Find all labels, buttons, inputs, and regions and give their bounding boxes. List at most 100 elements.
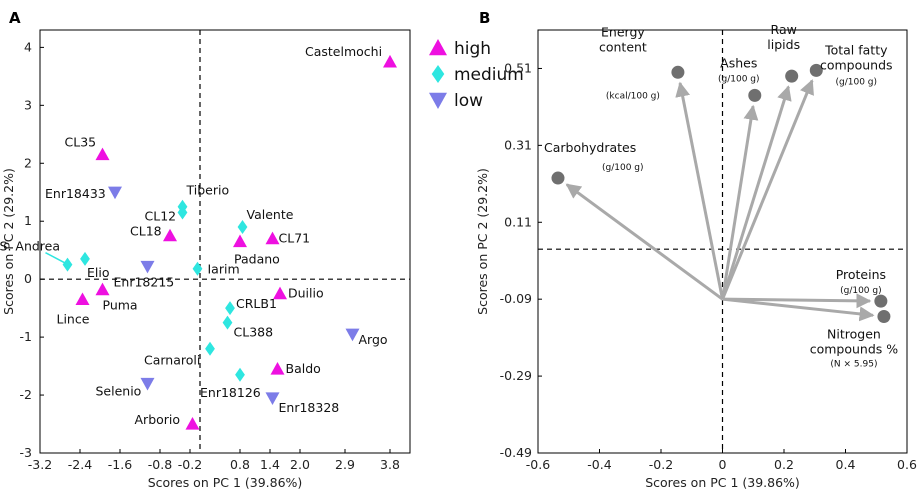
x-tick-label-a: -3.2 [28, 457, 52, 472]
variable-unit-energy-content: (kcal/100 g) [606, 91, 660, 101]
x-tick-label-b: -0.6 [526, 457, 550, 472]
point-label: CL388 [234, 325, 274, 340]
loading-point-proteins [874, 294, 888, 308]
y-axis-label-a: Scores on PC 2 (29.2%) [1, 168, 16, 315]
point-label: CL71 [279, 231, 311, 246]
point-cl388 [222, 315, 233, 330]
point-label: CL18 [130, 224, 162, 239]
point-label: S. Andrea [0, 239, 60, 254]
variable-label-ashes: Ashes [720, 55, 757, 70]
variable-unit-ashes: (g/100 g) [718, 74, 760, 84]
point-argo [345, 328, 360, 342]
point-lince [75, 292, 90, 306]
variable-label-line: Energy [601, 24, 645, 39]
score-points: Castelmochi CL35 Enr18433 Tiberio CL12 Valent… [0, 44, 397, 430]
variable-label-line: lipids [767, 37, 800, 52]
variable-unit-carbohydrates: (g/100 g) [602, 163, 644, 173]
point-label: Arborio [135, 412, 181, 427]
loading-arrow-ashes [721, 104, 759, 300]
y-tick-label-a: -3 [20, 445, 32, 460]
x-tick-label-a: -1.6 [108, 457, 132, 472]
point-selenio [140, 377, 155, 391]
x-tick-label-b: -0.2 [649, 457, 673, 472]
y-tick-label-a: 3 [24, 97, 32, 112]
point-label: Puma [103, 298, 138, 313]
x-tick-label-a: 1.4 [260, 457, 280, 472]
loading-arrow-total-fatty-compounds [721, 79, 814, 300]
point-label: Enr18126 [200, 385, 261, 400]
y-tick-label-a: 0 [24, 271, 32, 286]
x-axis-label-a: Scores on PC 1 (39.86%) [148, 475, 303, 490]
variable-label-energy-content: Energy content [599, 24, 647, 54]
point-label: Castelmochi [305, 44, 382, 59]
point-duilio [273, 286, 287, 300]
legend-label-high: high [454, 39, 491, 59]
legend-marker-low [429, 92, 447, 109]
point-cl71 [265, 231, 280, 245]
variable-label-proteins: Proteins [836, 267, 886, 282]
point-label: Padano [234, 252, 280, 267]
loading-point-total-fatty-compounds [809, 63, 823, 77]
leader-line [45, 252, 65, 264]
point-label: Baldo [286, 361, 321, 376]
plot-frame-a [39, 29, 411, 454]
point-label: CL12 [145, 209, 177, 224]
loading-point-raw-lipids [785, 69, 799, 83]
x-tick-label-a: -0.2 [178, 457, 202, 472]
variable-label-carbohydrates: Carbohydrates [544, 140, 636, 155]
point-enr18433 [108, 186, 122, 200]
x-tick-label-b: 0.2 [774, 457, 794, 472]
loading-arrow-carbohydrates [565, 183, 724, 301]
point-padano [233, 234, 247, 248]
y-tick-label-b: 0.11 [504, 214, 532, 229]
point-cl12 [177, 205, 188, 220]
y-tick-label-a: 1 [24, 213, 32, 228]
point-arborio [185, 417, 200, 430]
loading-arrow-energy-content [675, 81, 724, 300]
x-tick-label-a: 2.0 [290, 457, 310, 472]
variable-label-line: Raw [771, 22, 797, 37]
x-tick-label-b: 0 [719, 457, 727, 472]
legend-label-low: low [454, 91, 483, 111]
point-label: Elio [87, 265, 110, 280]
variable-label-raw-lipids: Raw lipids [767, 22, 800, 52]
point-label: Tiberio [186, 183, 230, 198]
variable-label-line: Nitrogen [827, 326, 881, 341]
variable-unit-nitrogen-compounds-: (N × 5.95) [830, 359, 877, 369]
point-label: Carnaroli [144, 353, 200, 368]
variable-label-total-fatty-compounds: Total fatty compounds [820, 42, 893, 72]
legend-marker-medium [431, 65, 445, 83]
loading-arrow-proteins [722, 293, 872, 309]
point-label: Selenio [96, 383, 142, 398]
point-enr18328 [265, 392, 280, 405]
y-tick-label-b: -0.29 [500, 368, 532, 383]
point-valente [237, 220, 248, 235]
panel-b-loading-plot: -0.6 -0.4 -0.2 0 0.2 0.4 0.6 -0.49 -0.29 -0.09 0.1… [475, 22, 917, 490]
point-cl35 [95, 147, 110, 161]
panel-letter-a: A [9, 9, 21, 27]
loading-point-ashes [748, 88, 762, 102]
point-label: Enr18328 [279, 400, 340, 415]
point-enr18215 [140, 260, 155, 274]
x-tick-label-a: 3.8 [380, 457, 400, 472]
point-crlb1 [225, 301, 235, 316]
loading-arrow-nitrogen-compounds- [722, 297, 875, 322]
x-tick-label-b: 0.4 [836, 457, 856, 472]
point-label: Valente [247, 207, 294, 222]
loading-point-energy-content [671, 65, 685, 79]
x-tick-label-a: 0.8 [230, 457, 250, 472]
point-carnaroli [205, 341, 215, 356]
variable-label-line: content [599, 39, 647, 54]
point-s-andrea [62, 257, 73, 272]
point-label: Enr18215 [114, 274, 175, 289]
legend: high medium low [429, 39, 524, 111]
point-puma [95, 282, 110, 296]
y-tick-label-b: -0.49 [500, 445, 532, 460]
point-label: Duilio [288, 286, 324, 301]
point-castelmochi [383, 54, 397, 68]
point-baldo [270, 361, 285, 375]
y-tick-label-a: -1 [20, 329, 32, 344]
variable-label-line: compounds [820, 57, 893, 72]
x-tick-label-b: -0.4 [587, 457, 611, 472]
y-tick-label-a: 4 [24, 39, 32, 54]
